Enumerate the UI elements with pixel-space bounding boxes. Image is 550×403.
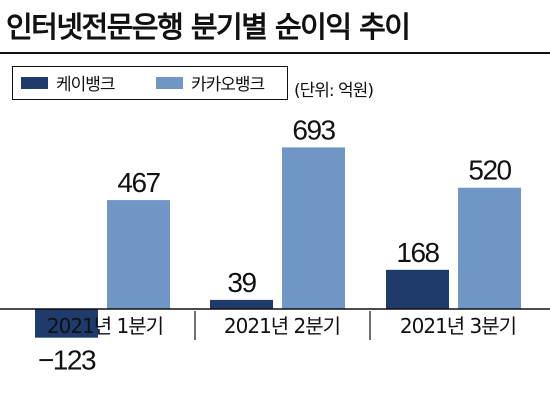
bar-kakaobank-q1 xyxy=(107,200,170,309)
legend-label-kbank: 케이뱅크 xyxy=(56,75,116,95)
chart-title: 인터넷전문은행 분기별 순이익 추이 xyxy=(6,10,411,44)
data-label-kbank-q2: 39 xyxy=(227,267,256,298)
bar-kakaobank-q2 xyxy=(282,147,345,309)
bar-kbank-q3 xyxy=(386,269,449,309)
legend-swatch-kbank xyxy=(21,76,48,89)
legend-label-kakaobank: 카카오뱅크 xyxy=(191,75,265,95)
data-label-kakaobank-q1: 467 xyxy=(117,167,160,198)
bar-kbank-q1 xyxy=(35,309,98,338)
legend-item-kbank: 케이뱅크 xyxy=(21,67,116,98)
title-divider xyxy=(0,52,550,54)
x-tick-label-q2: 2021년 2분기 xyxy=(224,314,340,338)
bar-kbank-q2 xyxy=(210,299,273,309)
legend: 케이뱅크 카카오뱅크 xyxy=(12,66,288,100)
x-tick-label-q3: 2021년 3분기 xyxy=(400,314,516,338)
data-label-kakaobank-q2: 693 xyxy=(292,114,335,145)
legend-swatch-kakaobank xyxy=(156,76,183,89)
data-label-kbank-q3: 168 xyxy=(396,237,439,268)
bar-kakaobank-q3 xyxy=(458,187,521,309)
unit-label: (단위: 억원) xyxy=(294,81,374,101)
data-label-kakaobank-q3: 520 xyxy=(468,155,511,186)
legend-item-kakaobank: 카카오뱅크 xyxy=(156,67,265,98)
x-tick-label-q1: 2021년 1분기 xyxy=(47,314,163,338)
data-label-kbank-q1: −123 xyxy=(38,345,96,376)
